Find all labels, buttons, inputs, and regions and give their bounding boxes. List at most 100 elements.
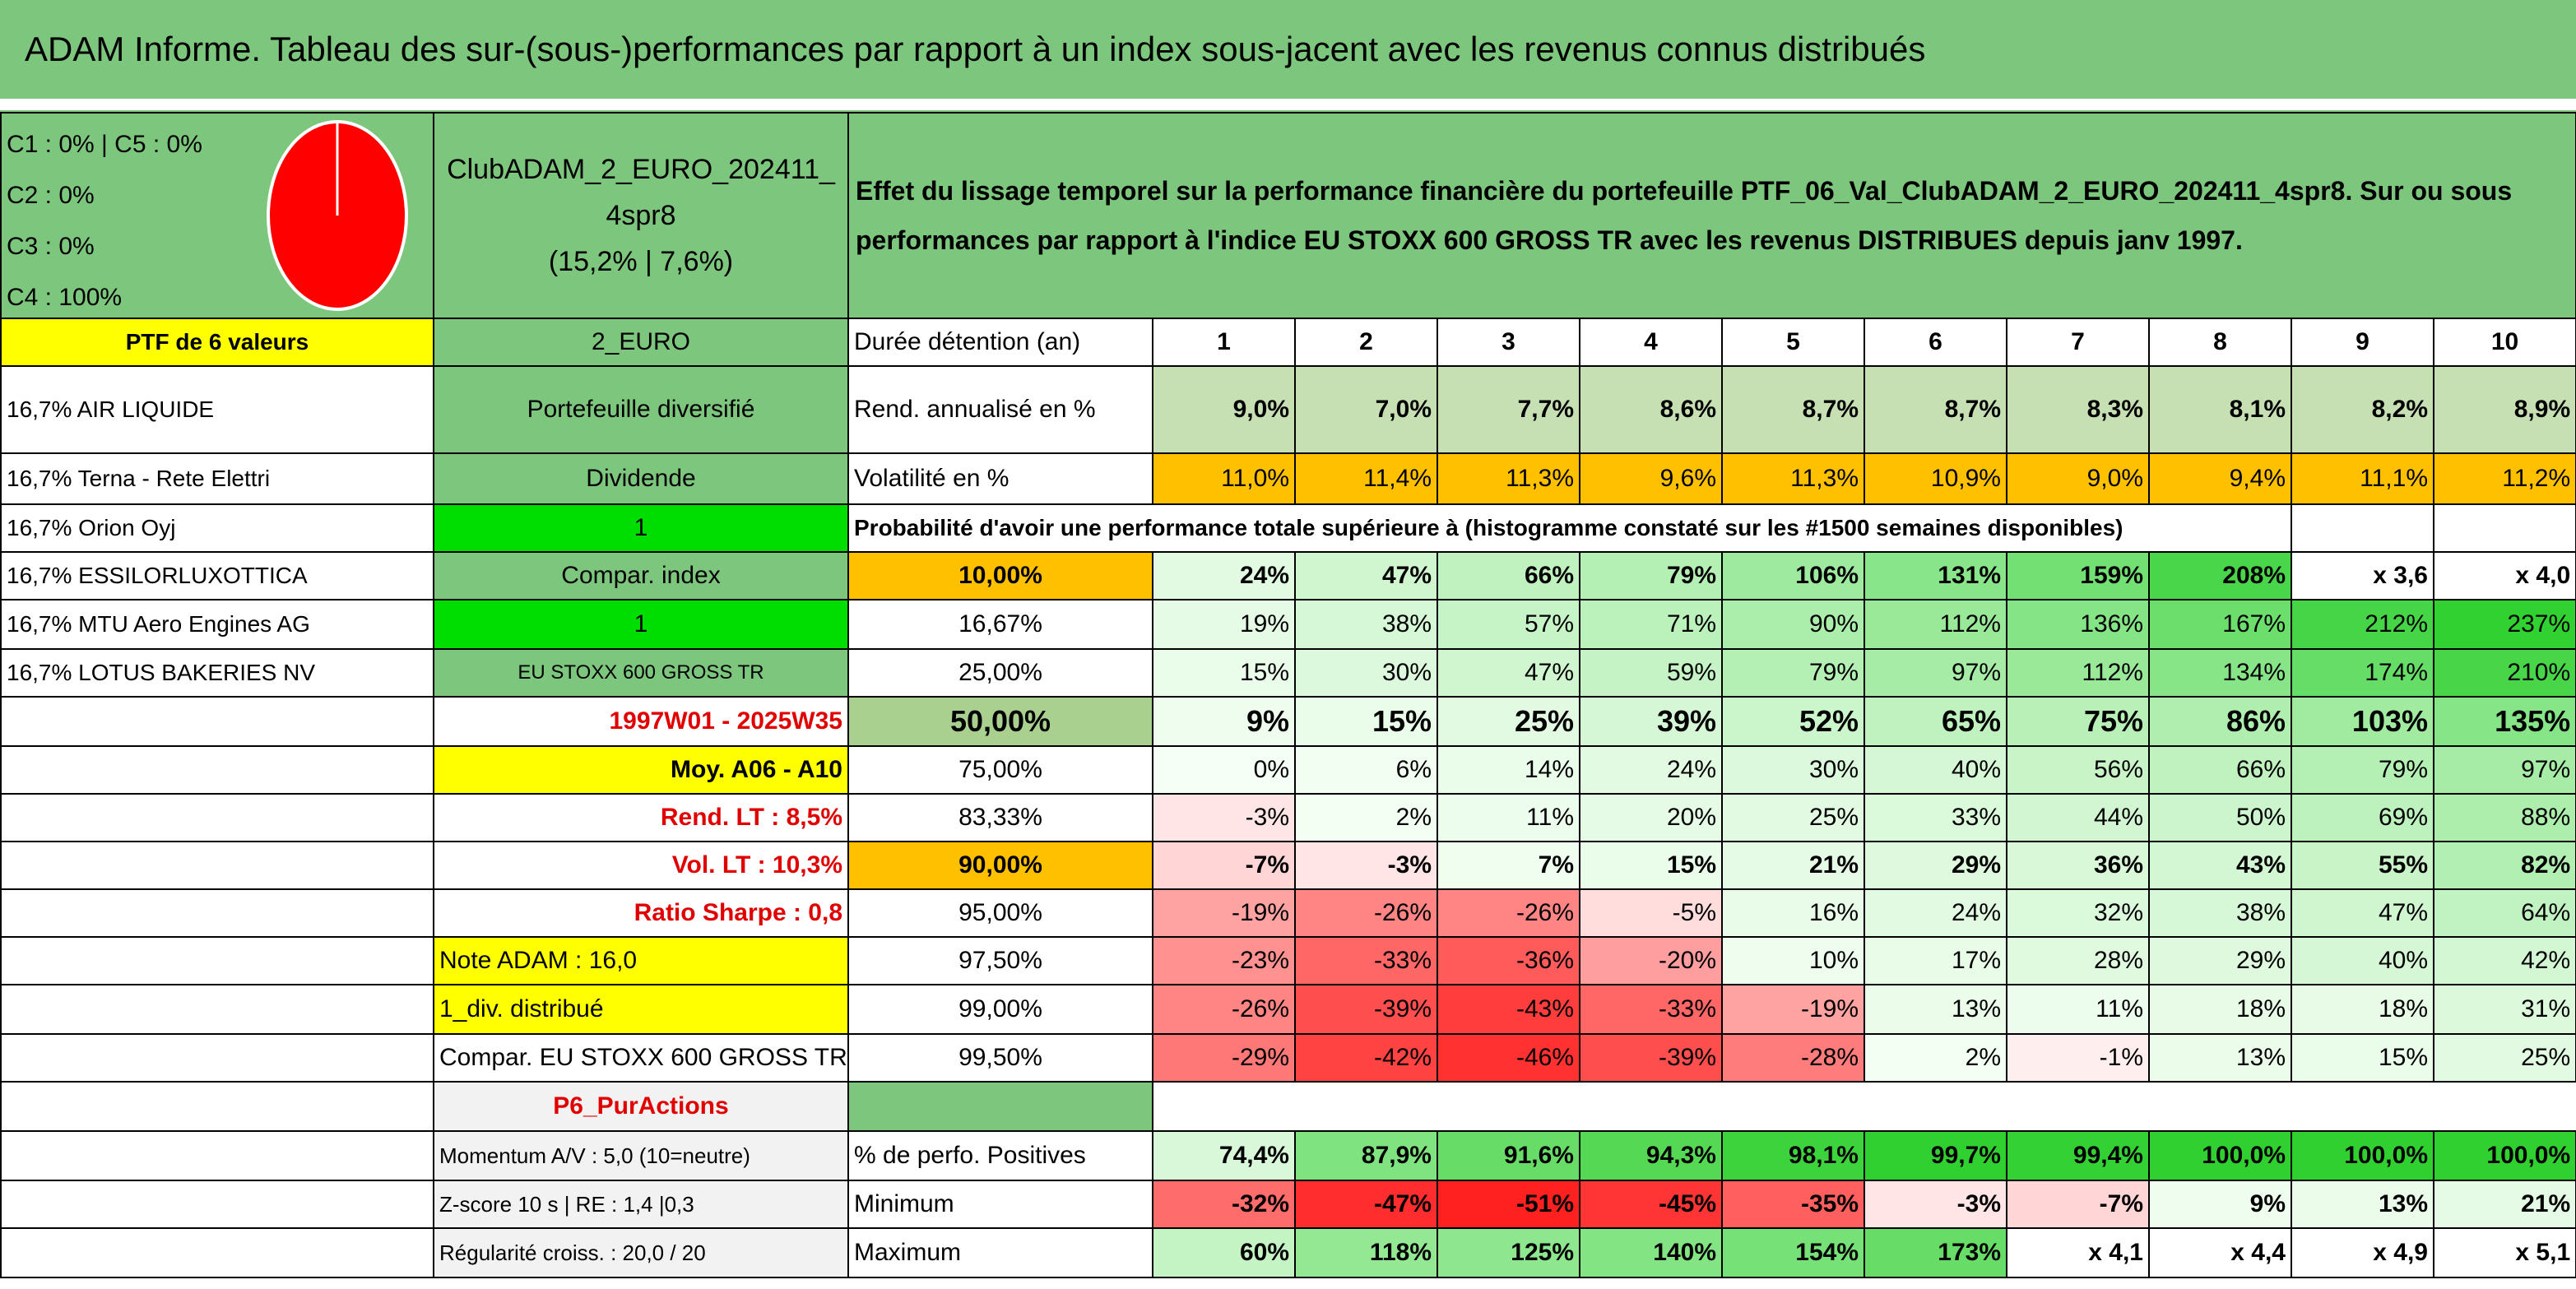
value-cell: -43% <box>1437 984 1580 1035</box>
value-cell: 11,1% <box>2291 452 2434 505</box>
value-cell: 25% <box>2432 1033 2576 1083</box>
table-row: PTF de 6 valeurs 2_EURO Durée détention (a… <box>0 318 2576 367</box>
header-row: C1 : 0% | C5 : 0% C2 : 0% C3 : 0% C4 : 100%… <box>0 112 2576 319</box>
value-cell: 134% <box>2148 648 2292 698</box>
row-label: 75,00% <box>847 745 1153 795</box>
value-cell: -3% <box>1152 793 1296 842</box>
table-row: Vol. LT : 10,3% 90,00% -7% -3% 7% 15% 21% 29% 36… <box>0 841 2576 890</box>
value-cell: 9% <box>2148 1180 2292 1229</box>
value-cell: 30% <box>1721 745 1865 795</box>
table-row: Z-score 10 s | RE : 1,4 |0,3 Minimum -32% -… <box>0 1180 2576 1229</box>
table-row: 1_div. distribué 99,00% -26% -39% -43% -33% -1… <box>0 984 2576 1035</box>
value-cell: 57% <box>1437 599 1580 650</box>
value-cell: 25% <box>1437 696 1580 747</box>
table-row: Moy. A06 - A10 75,00% 0% 6% 14% 24% 30% 40% 56% 6… <box>0 745 2576 795</box>
value-cell: -1% <box>2006 1033 2150 1083</box>
pie-chart <box>267 120 408 311</box>
value-cell: 36% <box>2006 841 2150 890</box>
empty-cell <box>0 1227 434 1278</box>
value-cell: -28% <box>1721 1033 1865 1083</box>
row-label: 50,00% <box>847 696 1153 747</box>
value-cell: -35% <box>1721 1180 1865 1229</box>
value-cell: 47% <box>1294 551 1438 600</box>
value-cell: 6% <box>1294 745 1438 795</box>
value-cell: -42% <box>1294 1033 1438 1083</box>
value-cell: 55% <box>2291 841 2434 890</box>
empty-cell <box>2434 1082 2576 1131</box>
value-cell: x 4,0 <box>2432 551 2576 600</box>
value-cell: 39% <box>1579 696 1723 747</box>
value-cell: x 3,6 <box>2291 551 2434 600</box>
value-cell: 9,4% <box>2148 452 2292 505</box>
title: ADAM Informe. Tableau des sur-(sous-)per… <box>0 0 2576 99</box>
value-cell: 13% <box>1864 984 2007 1035</box>
value-cell: 167% <box>2148 599 2292 650</box>
value-cell: 125% <box>1437 1227 1580 1278</box>
row-label: Durée détention (an) <box>847 318 1153 367</box>
value-cell: 13% <box>2291 1180 2434 1229</box>
composition-line: C3 : 0% <box>7 233 95 260</box>
value-cell: 86% <box>2148 696 2292 747</box>
info-cell: EU STOXX 600 GROSS TR <box>433 648 849 698</box>
value-cell: 69% <box>2291 793 2434 842</box>
value-cell: -3% <box>1864 1180 2007 1229</box>
empty-cell <box>0 841 434 890</box>
value-cell: 15% <box>1579 841 1723 890</box>
value-cell: -7% <box>1152 841 1296 890</box>
value-cell: x 4,9 <box>2291 1227 2434 1278</box>
value-cell: 0% <box>1152 745 1296 795</box>
value-cell: 99,7% <box>1864 1130 2007 1181</box>
holdings-header: PTF de 6 valeurs <box>0 318 434 367</box>
value-cell: 9,0% <box>1152 365 1296 454</box>
empty-cell <box>0 936 434 985</box>
value-cell: 79% <box>1579 551 1723 600</box>
info-cell: 2_EURO <box>433 318 849 367</box>
row-label: 99,00% <box>847 984 1153 1035</box>
row-label: 83,33% <box>847 793 1153 842</box>
info-cell: Momentum A/V : 5,0 (10=neutre) <box>433 1130 849 1181</box>
value-cell: 237% <box>2432 599 2576 650</box>
value-cell: 18% <box>2148 984 2292 1035</box>
row-label: 10,00% <box>847 551 1153 600</box>
value-cell: 90% <box>1721 599 1865 650</box>
value-cell: 94,3% <box>1579 1130 1723 1181</box>
value-cell: x 5,1 <box>2432 1227 2576 1278</box>
holding: 16,7% LOTUS BAKERIES NV <box>0 648 434 698</box>
info-cell: Rend. LT : 8,5% <box>433 793 849 842</box>
duration-header: 9 <box>2291 318 2434 367</box>
value-cell: 17% <box>1864 936 2007 985</box>
value-cell: 18% <box>2291 984 2434 1035</box>
value-cell: -33% <box>1579 984 1723 1035</box>
value-cell: 59% <box>1579 648 1723 698</box>
value-cell: 7% <box>1437 841 1580 890</box>
value-cell: 9,0% <box>2006 452 2150 505</box>
holding: 16,7% AIR LIQUIDE <box>0 365 434 454</box>
value-cell: 2% <box>1294 793 1438 842</box>
value-cell: 40% <box>2291 936 2434 985</box>
value-cell: 100,0% <box>2432 1130 2576 1181</box>
value-cell: 98,1% <box>1721 1130 1865 1181</box>
value-cell: -39% <box>1294 984 1438 1035</box>
value-cell: 31% <box>2432 984 2576 1035</box>
value-cell: 52% <box>1721 696 1865 747</box>
table-row: Momentum A/V : 5,0 (10=neutre)% de perfo… <box>0 1130 2576 1181</box>
row-label: 95,00% <box>847 888 1153 938</box>
value-cell: 173% <box>1864 1227 2007 1278</box>
row-label: Minimum <box>847 1180 1153 1229</box>
table-row: 1997W01 - 2025W35 50,00% 9% 15% 25% 39% 52% 65%… <box>0 696 2576 747</box>
duration-header: 6 <box>1864 318 2007 367</box>
value-cell: 29% <box>2148 936 2292 985</box>
value-cell: 65% <box>1864 696 2007 747</box>
value-cell: 174% <box>2291 648 2434 698</box>
value-cell: 100,0% <box>2148 1130 2292 1181</box>
value-cell: 99,4% <box>2006 1130 2150 1181</box>
table-row: 16,7% AIR LIQUIDE Portefeuille diversifié… <box>0 365 2576 454</box>
value-cell: -51% <box>1437 1180 1580 1229</box>
value-cell: 140% <box>1579 1227 1723 1278</box>
value-cell: 212% <box>2291 599 2434 650</box>
description: Effet du lissage temporel sur la perform… <box>847 112 2576 319</box>
value-cell: 16% <box>1721 888 1865 938</box>
value-cell: 7,0% <box>1294 365 1438 454</box>
info-cell: 1 <box>433 599 849 650</box>
value-cell: 112% <box>1864 599 2007 650</box>
